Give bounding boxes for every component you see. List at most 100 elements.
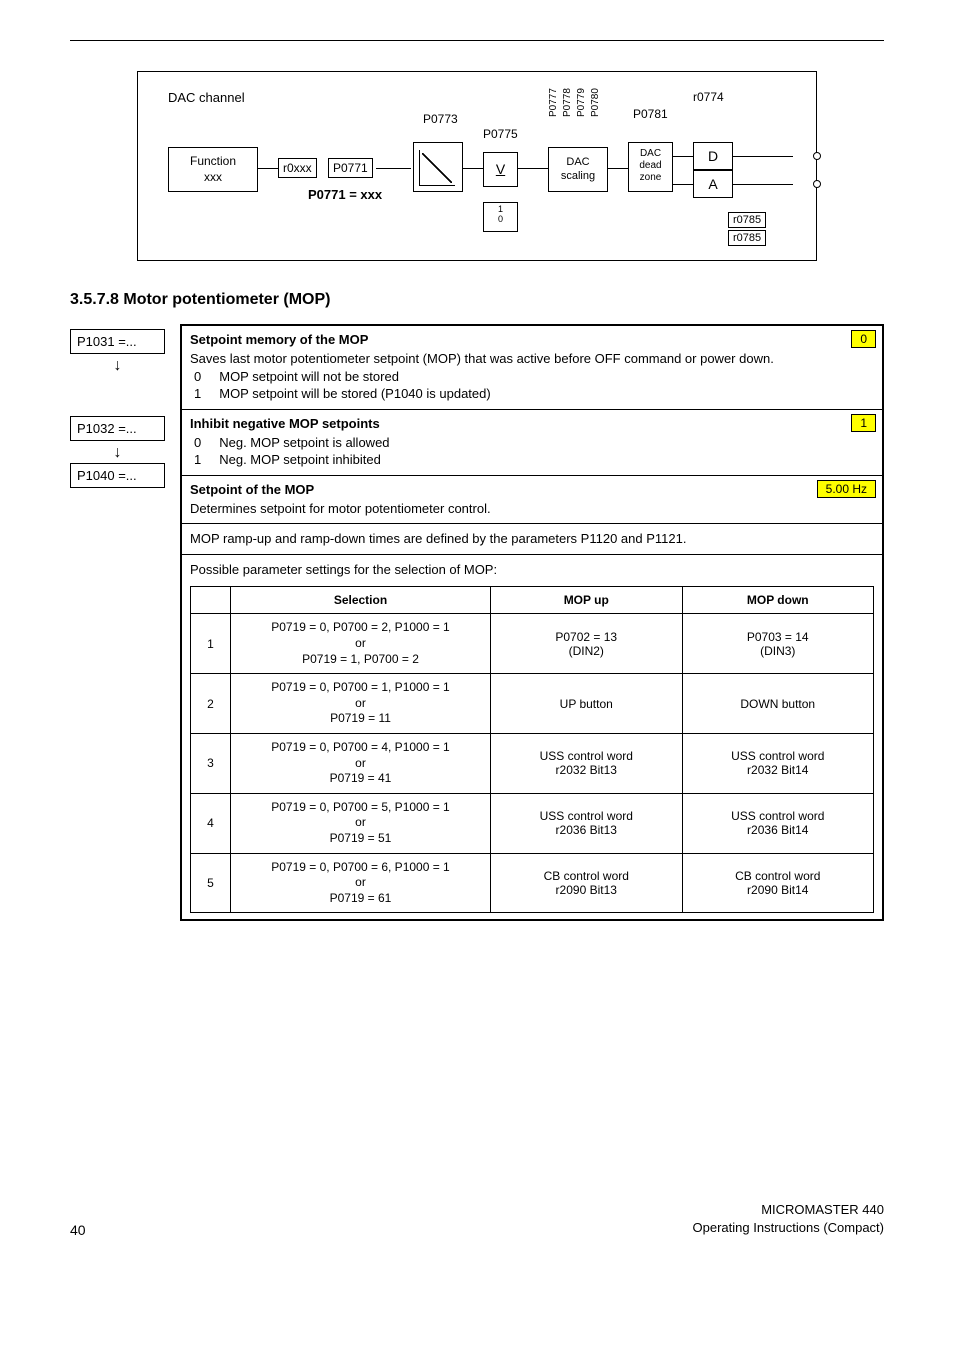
connector [376, 168, 411, 169]
cell: UP button [491, 674, 683, 734]
p1032-options: 0 Neg. MOP setpoint is allowed 1 Neg. MOP … [194, 434, 874, 469]
cell: P0703 = 14(DIN3) [682, 614, 874, 674]
r0785-box-2: r0785 [728, 230, 766, 246]
p1031-heading: Setpoint memory of the MOP [190, 332, 874, 347]
cell: 4 [191, 793, 231, 853]
cell: 2 [191, 674, 231, 734]
footer-right: MICROMASTER 440 Operating Instructions (… [693, 1201, 884, 1237]
p0778-label: P0778 [562, 88, 573, 117]
p0773-label: P0773 [423, 112, 458, 126]
arrow-down-icon: ↓ [70, 445, 165, 461]
r0785-box-1: r0785 [728, 212, 766, 228]
cell: P0719 = 0, P0700 = 6, P1000 = 1orP0719 =… [231, 853, 491, 913]
opt-key: 0 [194, 434, 201, 452]
page-number: 40 [70, 1222, 86, 1238]
cell: P0719 = 0, P0700 = 5, P1000 = 1orP0719 =… [231, 793, 491, 853]
cell: CB control wordr2090 Bit14 [682, 853, 874, 913]
cell: DOWN button [682, 674, 874, 734]
cell: 5 [191, 853, 231, 913]
table-row: 2P0719 = 0, P0700 = 1, P1000 = 1orP0719 … [191, 674, 874, 734]
p1031-options: 0 MOP setpoint will not be stored 1 MOP se… [194, 368, 874, 403]
p1040-block: Setpoint of the MOP 5.00 Hz Determines s… [182, 476, 882, 525]
connector [518, 168, 548, 169]
flow-left-column: P1031 =... ↓ P1032 =... ↓ P1040 =... [70, 324, 165, 921]
p1031-badge: 0 [851, 330, 876, 348]
scale-box [413, 142, 463, 192]
table-header-row: Selection MOP up MOP down [191, 587, 874, 614]
footer-line1: MICROMASTER 440 [693, 1201, 884, 1219]
footer-line2: Operating Instructions (Compact) [693, 1219, 884, 1237]
top-rule [70, 40, 884, 41]
dac-channel-label: DAC channel [168, 90, 245, 105]
connector [733, 184, 793, 185]
cell: USS control wordr2036 Bit14 [682, 793, 874, 853]
p1031-code: P1031 =... [70, 329, 165, 354]
p1032-code: P1032 =... [70, 416, 165, 441]
function-box: Functionxxx [168, 147, 258, 192]
section-title: 3.5.7.8 Motor potentiometer (MOP) [70, 291, 884, 309]
cell: P0702 = 13(DIN2) [491, 614, 683, 674]
table-row: 4P0719 = 0, P0700 = 5, P1000 = 1orP0719 … [191, 793, 874, 853]
cell: CB control wordr2090 Bit13 [491, 853, 683, 913]
p0771-box: P0771 [328, 158, 373, 178]
dead-zone-box: DACdeadzone [628, 142, 673, 192]
p1031-block: Setpoint memory of the MOP 0 Saves last … [182, 326, 882, 410]
cell: P0719 = 0, P0700 = 2, P1000 = 1orP0719 =… [231, 614, 491, 674]
p1040-table-block: Possible parameter settings for the sele… [182, 555, 882, 919]
r0xxx-box: r0xxx [278, 158, 317, 178]
output-d-circle [813, 152, 821, 160]
th-mop-down: MOP down [682, 587, 874, 614]
p1032-heading: Inhibit negative MOP setpoints [190, 416, 874, 431]
opt-val: Neg. MOP setpoint inhibited [219, 451, 381, 469]
p1040-heading: Setpoint of the MOP [190, 482, 874, 497]
p1040-code: P1040 =... [70, 463, 165, 488]
p1031-text: Saves last motor potentiometer setpoint … [190, 350, 874, 368]
p1040-badge: 5.00 Hz [817, 480, 876, 498]
opt-key: 0 [194, 368, 201, 386]
connector [258, 168, 278, 169]
dac-diagram: DAC channel Functionxxx r0xxx P0771 P077… [137, 71, 817, 261]
p0780-label: P0780 [590, 88, 601, 117]
p0777-label: P0777 [548, 88, 559, 117]
opt-key: 1 [194, 451, 201, 469]
p1032-block: Inhibit negative MOP setpoints 1 0 Neg. M… [182, 410, 882, 476]
table-row: 5P0719 = 0, P0700 = 6, P1000 = 1orP0719 … [191, 853, 874, 913]
table-row: 3P0719 = 0, P0700 = 4, P1000 = 1orP0719 … [191, 733, 874, 793]
p1040-ramp-block: MOP ramp-up and ramp-down times are defi… [182, 524, 882, 555]
opt-val: MOP setpoint will not be stored [219, 368, 399, 386]
a-box: A [693, 170, 733, 198]
p0779-label: P0779 [576, 88, 587, 117]
table-row: 1P0719 = 0, P0700 = 2, P1000 = 1orP0719 … [191, 614, 874, 674]
connector [673, 156, 693, 157]
output-a-circle [813, 180, 821, 188]
p1040-text2: MOP ramp-up and ramp-down times are defi… [190, 530, 874, 548]
cell: P0719 = 0, P0700 = 1, P1000 = 1orP0719 =… [231, 674, 491, 734]
page-footer: 40 MICROMASTER 440 Operating Instruction… [70, 1201, 884, 1237]
cell: 3 [191, 733, 231, 793]
connector [608, 168, 628, 169]
d-box: D [693, 142, 733, 170]
mop-flow: P1031 =... ↓ P1032 =... ↓ P1040 =... Set… [70, 324, 884, 921]
p0771-eq: P0771 = xxx [308, 187, 382, 202]
mop-selection-table: Selection MOP up MOP down 1P0719 = 0, P0… [190, 586, 874, 913]
opt-val: Neg. MOP setpoint is allowed [219, 434, 389, 452]
cell: USS control wordr2036 Bit13 [491, 793, 683, 853]
opt-val: MOP setpoint will be stored (P1040 is up… [219, 385, 490, 403]
p1040-text1: Determines setpoint for motor potentiome… [190, 500, 874, 518]
th-blank [191, 587, 231, 614]
dac-scaling-box: DACscaling [548, 147, 608, 192]
cell: 1 [191, 614, 231, 674]
cell: P0719 = 0, P0700 = 4, P1000 = 1orP0719 =… [231, 733, 491, 793]
connector [733, 156, 793, 157]
cell: USS control wordr2032 Bit13 [491, 733, 683, 793]
r0774-label: r0774 [693, 90, 724, 104]
p0775-label: P0775 [483, 127, 518, 141]
p0781-label: P0781 [633, 107, 668, 121]
p1032-badge: 1 [851, 414, 876, 432]
abs-box: V [483, 152, 518, 187]
opt-key: 1 [194, 385, 201, 403]
switch-box: 10 [483, 202, 518, 232]
cell: USS control wordr2032 Bit14 [682, 733, 874, 793]
th-selection: Selection [231, 587, 491, 614]
connector [463, 168, 483, 169]
